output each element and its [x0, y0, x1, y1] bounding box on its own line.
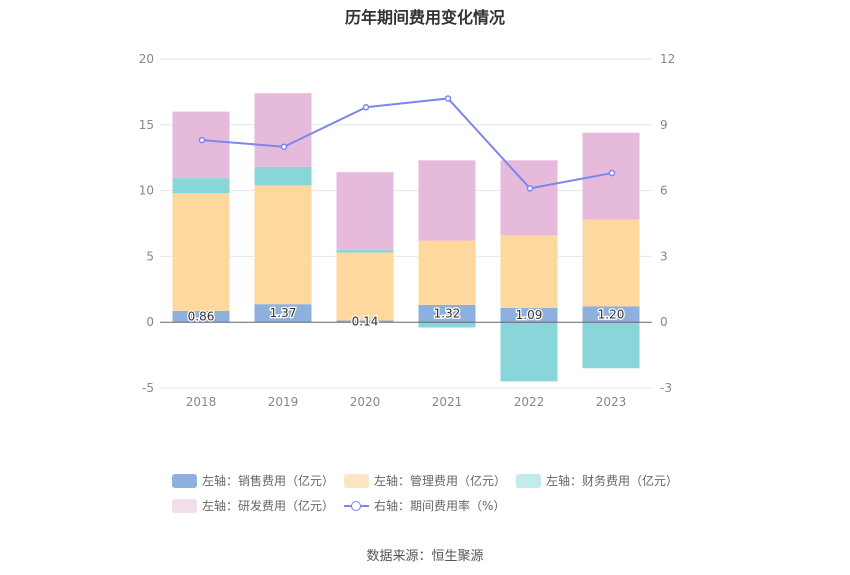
legend-swatch-rate	[344, 499, 369, 513]
rate-point	[362, 104, 370, 111]
right-axis-tick-label: 9	[660, 118, 668, 132]
right-axis-tick-label: -3	[660, 381, 672, 395]
right-axis-tick-label: 0	[660, 315, 668, 329]
bar-series-3	[172, 111, 230, 179]
legend-swatch-rd	[172, 498, 197, 513]
bar-series-3	[500, 160, 558, 236]
sales-data-label: 1.32	[434, 307, 461, 321]
bar-series-2	[336, 249, 394, 253]
chart-svg: -5 0 5 10 15 20 -3 0 3 6 9 12 2018 2019 2020 2021 2022 20…	[139, 52, 676, 409]
bar-series-2	[254, 166, 312, 186]
bar-series-2	[582, 322, 640, 369]
bar-series-3	[418, 160, 476, 241]
rate-point	[608, 169, 616, 177]
left-axis-tick-label: 20	[139, 52, 154, 66]
x-axis-tick-label: 2020	[350, 395, 381, 409]
bar-series-0	[418, 304, 476, 323]
rate-point	[280, 143, 288, 150]
x-axis-tick-label: 2023	[596, 395, 627, 409]
bar-series-1	[172, 193, 230, 311]
sales-data-label: 0.14	[352, 314, 379, 328]
bar-series-3	[336, 172, 394, 250]
bar-series-1	[418, 240, 476, 305]
legend-item-finance[interactable]: 左轴：财务费用（亿元）	[516, 472, 678, 489]
bar-series-1	[500, 235, 558, 308]
legend-item-sales[interactable]: 左轴：销售费用（亿元）	[172, 472, 334, 489]
x-axis-tick-label: 2022	[514, 395, 545, 409]
bar-series-0	[500, 307, 558, 323]
bar-series-2	[418, 322, 476, 328]
legend-label-admin: 左轴：管理费用（亿元）	[374, 474, 507, 488]
bar-series-1	[582, 219, 640, 307]
legend-swatch-sales	[172, 473, 197, 488]
legend-label-rd: 左轴：研发费用（亿元）	[202, 499, 335, 513]
rate-point	[198, 136, 206, 144]
bar-series-0	[336, 320, 394, 323]
left-axis-tick-label: -5	[142, 381, 154, 395]
x-axis-tick-label: 2019	[268, 395, 299, 409]
rate-point	[526, 185, 534, 192]
sales-data-label: 1.37	[270, 306, 297, 320]
left-axis-tick-label: 15	[139, 118, 154, 132]
rate-point	[444, 95, 452, 102]
x-axis-tick-label: 2018	[186, 395, 217, 409]
sales-data-label: 1.20	[598, 307, 625, 321]
left-axis-tick-label: 0	[146, 315, 154, 329]
bar-series-2	[172, 178, 230, 194]
legend-label-rate: 右轴：期间费用率（%）	[374, 499, 506, 513]
bar-series-0	[172, 310, 230, 323]
bar-series-3	[254, 93, 312, 167]
bar-series-0	[254, 304, 312, 323]
sales-data-label: 0.86	[188, 310, 215, 324]
legend-label-sales: 左轴：销售费用（亿元）	[202, 474, 335, 488]
bar-series-0	[582, 306, 640, 323]
left-axis-tick-label: 5	[146, 249, 154, 263]
left-axis-tick-label: 10	[139, 184, 154, 198]
bar-series-1	[254, 185, 312, 305]
rate-line	[201, 97, 613, 190]
right-axis-tick-label: 6	[660, 184, 668, 198]
legend-swatch-finance	[516, 473, 541, 488]
source-note: 数据来源：恒生聚源	[366, 549, 484, 564]
bar-series-2	[500, 322, 558, 382]
chart-title: 历年期间费用变化情况	[344, 8, 505, 27]
legend-item-admin[interactable]: 左轴：管理费用（亿元）	[344, 472, 506, 489]
x-axis-tick-label: 2021	[432, 395, 463, 409]
legend-label-finance: 左轴：财务费用（亿元）	[546, 474, 679, 488]
bar-series-1	[336, 252, 394, 321]
legend-swatch-admin	[344, 473, 369, 488]
legend-item-rate[interactable]: 右轴：期间费用率（%）	[344, 497, 505, 514]
right-axis-tick-label: 12	[660, 52, 675, 66]
right-axis-tick-label: 3	[660, 249, 668, 263]
legend-item-rd[interactable]: 左轴：研发费用（亿元）	[172, 497, 334, 514]
sales-data-label: 1.09	[516, 308, 543, 322]
